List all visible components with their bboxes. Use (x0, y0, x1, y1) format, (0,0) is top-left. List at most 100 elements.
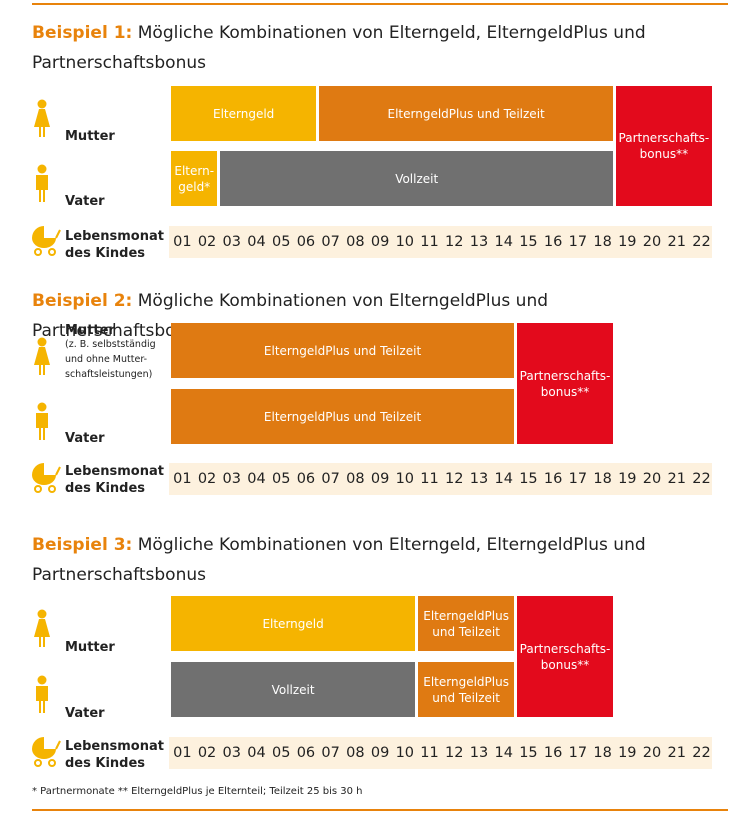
month-label: 06 (296, 234, 316, 250)
bar: Partnerschafts-bonus** (615, 86, 712, 206)
bar: ElterngeldPlus und Teilzeit (171, 389, 515, 444)
row-label: Mutter (65, 129, 115, 144)
month-label: 11 (420, 745, 439, 761)
example-title: Beispiel 3: Mögliche Kombinationen von E… (32, 530, 712, 590)
month-label: 19 (618, 234, 637, 250)
month-label: 16 (543, 234, 563, 250)
month-label: 15 (519, 471, 538, 487)
month-label: 20 (642, 234, 662, 250)
title-prefix: Beispiel 1: (32, 23, 133, 43)
bar: ElterngeldPlus und Teilzeit (418, 662, 515, 717)
month-label: 14 (494, 234, 513, 250)
month-label: 22 (692, 471, 711, 487)
month-band (169, 226, 712, 258)
row-note: und ohne Mutter- (65, 354, 148, 365)
bar-text: ElterngeldPlus und Teilzeit (387, 106, 545, 121)
bar-text: Partnerschafts- (519, 368, 611, 383)
bar: Partnerschafts-bonus** (517, 596, 613, 717)
month-label: 09 (370, 234, 390, 250)
month-label: 13 (469, 234, 489, 250)
month-label: 10 (395, 745, 415, 761)
bar-text: geld* (178, 179, 211, 194)
month-label: 06 (296, 471, 316, 487)
bar: ElterngeldPlus und Teilzeit (319, 86, 613, 141)
month-label: 10 (395, 234, 415, 250)
month-label: 01 (173, 471, 192, 487)
row-label: Vater (65, 194, 105, 209)
bar: ElterngeldPlus und Teilzeit (171, 323, 515, 378)
month-label: 17 (568, 745, 588, 761)
month-label: 04 (247, 745, 266, 761)
month-label: 03 (222, 471, 241, 487)
stroller-icon (32, 226, 61, 256)
month-label: 07 (321, 745, 340, 761)
month-label: 09 (370, 471, 390, 487)
bar: Eltern-geld* (171, 151, 218, 206)
month-label: 15 (519, 234, 538, 250)
bottom-rule (32, 809, 728, 811)
month-label: 15 (519, 745, 538, 761)
axis-label: Lebensmonat (65, 464, 164, 479)
bar-text: Partnerschafts- (519, 641, 611, 656)
month-label: 05 (271, 745, 291, 761)
month-label: 16 (543, 745, 563, 761)
example-title: Beispiel 1: Mögliche Kombinationen von E… (32, 18, 712, 78)
month-label: 19 (618, 471, 637, 487)
month-label: 20 (642, 745, 662, 761)
row-note: schaftsleistungen) (65, 369, 153, 380)
month-label: 04 (247, 234, 266, 250)
month-label: 04 (247, 471, 266, 487)
month-label: 14 (494, 745, 513, 761)
bar-text: ElterngeldPlus und Teilzeit (263, 343, 422, 358)
month-label: 21 (667, 234, 686, 250)
month-label: 06 (296, 745, 316, 761)
title-text: Mögliche Kombinationen von ElterngeldPlu… (32, 291, 549, 341)
month-label: 18 (593, 234, 612, 250)
row-note: (z. B. selbstständig (65, 339, 156, 350)
month-label: 22 (692, 234, 711, 250)
bar: Vollzeit (220, 151, 613, 206)
month-label: 22 (692, 745, 711, 761)
mother-icon (34, 337, 50, 375)
month-label: 11 (420, 234, 439, 250)
month-label: 16 (543, 471, 563, 487)
title-prefix: Beispiel 2: (32, 291, 133, 311)
axis-label: Lebensmonat (65, 739, 164, 754)
stroller-icon (32, 737, 61, 767)
month-label: 10 (395, 471, 415, 487)
month-band (169, 737, 712, 769)
mother-icon (34, 609, 50, 647)
bar-text: und Teilzeit (432, 624, 500, 639)
month-label: 02 (197, 234, 217, 250)
bar-text: bonus** (639, 147, 689, 161)
bar: Elterngeld (171, 596, 416, 651)
month-label: 02 (197, 471, 217, 487)
month-label: 07 (321, 471, 340, 487)
month-label: 12 (445, 745, 464, 761)
row-label: Mutter (65, 640, 115, 655)
footnote: * Partnermonate ** ElterngeldPlus je Elt… (32, 786, 363, 797)
mother-icon (34, 99, 50, 137)
month-label: 21 (667, 745, 686, 761)
title-text: Mögliche Kombinationen von Elterngeld, E… (32, 23, 646, 73)
month-label: 05 (271, 234, 291, 250)
month-label: 05 (271, 471, 291, 487)
bar-text: Elterngeld (213, 106, 275, 121)
month-label: 08 (346, 745, 365, 761)
bar-text: und Teilzeit (432, 690, 500, 705)
title-prefix: Beispiel 3: (32, 535, 133, 555)
bar-text: Vollzeit (395, 171, 439, 186)
bar-text: ElterngeldPlus (423, 674, 509, 689)
month-label: 01 (173, 745, 192, 761)
month-label: 13 (469, 471, 489, 487)
row-label: Vater (65, 706, 105, 721)
bar-text: Vollzeit (271, 682, 315, 697)
month-label: 11 (420, 471, 439, 487)
father-icon (36, 675, 48, 713)
month-label: 03 (222, 234, 241, 250)
bar-text: Partnerschafts- (618, 131, 710, 145)
title-text: Mögliche Kombinationen von Elterngeld, E… (32, 535, 646, 585)
month-label: 20 (642, 471, 662, 487)
bar-text: Elterngeld (262, 616, 324, 631)
row-label: Vater (65, 431, 105, 446)
